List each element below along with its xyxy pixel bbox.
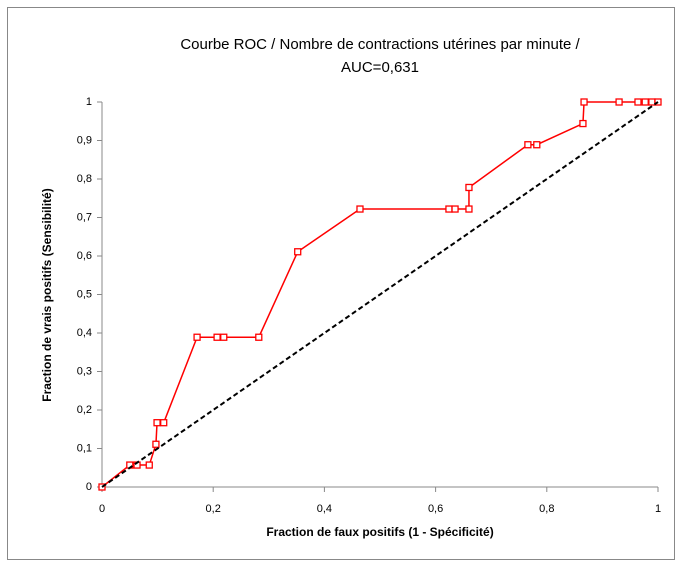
y-tick-label: 0,7 — [77, 211, 92, 223]
x-tick-label: 1 — [655, 503, 661, 515]
point — [641, 98, 649, 106]
point — [580, 98, 588, 106]
point — [255, 333, 263, 341]
x-axis-title: Fraction de faux positifs (1 - Spécifici… — [266, 525, 493, 539]
chart-title: AUC=0,631 — [341, 59, 419, 76]
point — [294, 248, 302, 256]
point — [533, 141, 541, 149]
point — [193, 333, 201, 341]
x-tick-label: 0,2 — [206, 503, 221, 515]
x-tick-label: 0 — [99, 503, 105, 515]
point — [465, 183, 473, 192]
point — [465, 205, 473, 213]
y-tick-label: 0,2 — [77, 404, 92, 416]
point — [634, 98, 642, 106]
x-tick-label: 0,4 — [317, 503, 332, 515]
point — [356, 205, 364, 213]
x-tick-label: 0,6 — [428, 503, 443, 515]
y-tick-label: 1 — [86, 96, 92, 108]
point — [524, 141, 532, 149]
y-axis-title: Fraction de vrais positifs (Sensibilité) — [40, 188, 54, 401]
series-line — [101, 101, 659, 488]
y-tick-label: 0,4 — [77, 327, 92, 339]
point — [145, 461, 153, 469]
point — [579, 119, 587, 128]
y-tick-label: 0,5 — [77, 288, 92, 300]
x-tick-label: 0,8 — [539, 503, 554, 515]
point — [220, 333, 228, 341]
y-tick-label: 0,1 — [77, 442, 92, 454]
point — [152, 440, 160, 448]
point — [648, 98, 656, 106]
y-tick-label: 0 — [86, 481, 92, 493]
point — [451, 205, 459, 213]
point — [615, 98, 623, 106]
y-tick-label: 0,8 — [77, 173, 92, 185]
point — [153, 419, 161, 427]
chart-title: Courbe ROC / Nombre de contractions utér… — [180, 36, 580, 53]
point — [445, 205, 453, 213]
point — [160, 419, 168, 427]
point — [213, 333, 221, 341]
chart-border — [7, 7, 675, 560]
y-tick-label: 0,9 — [77, 134, 92, 146]
y-tick-label: 0,3 — [77, 365, 92, 377]
y-tick-label: 0,6 — [77, 250, 92, 262]
